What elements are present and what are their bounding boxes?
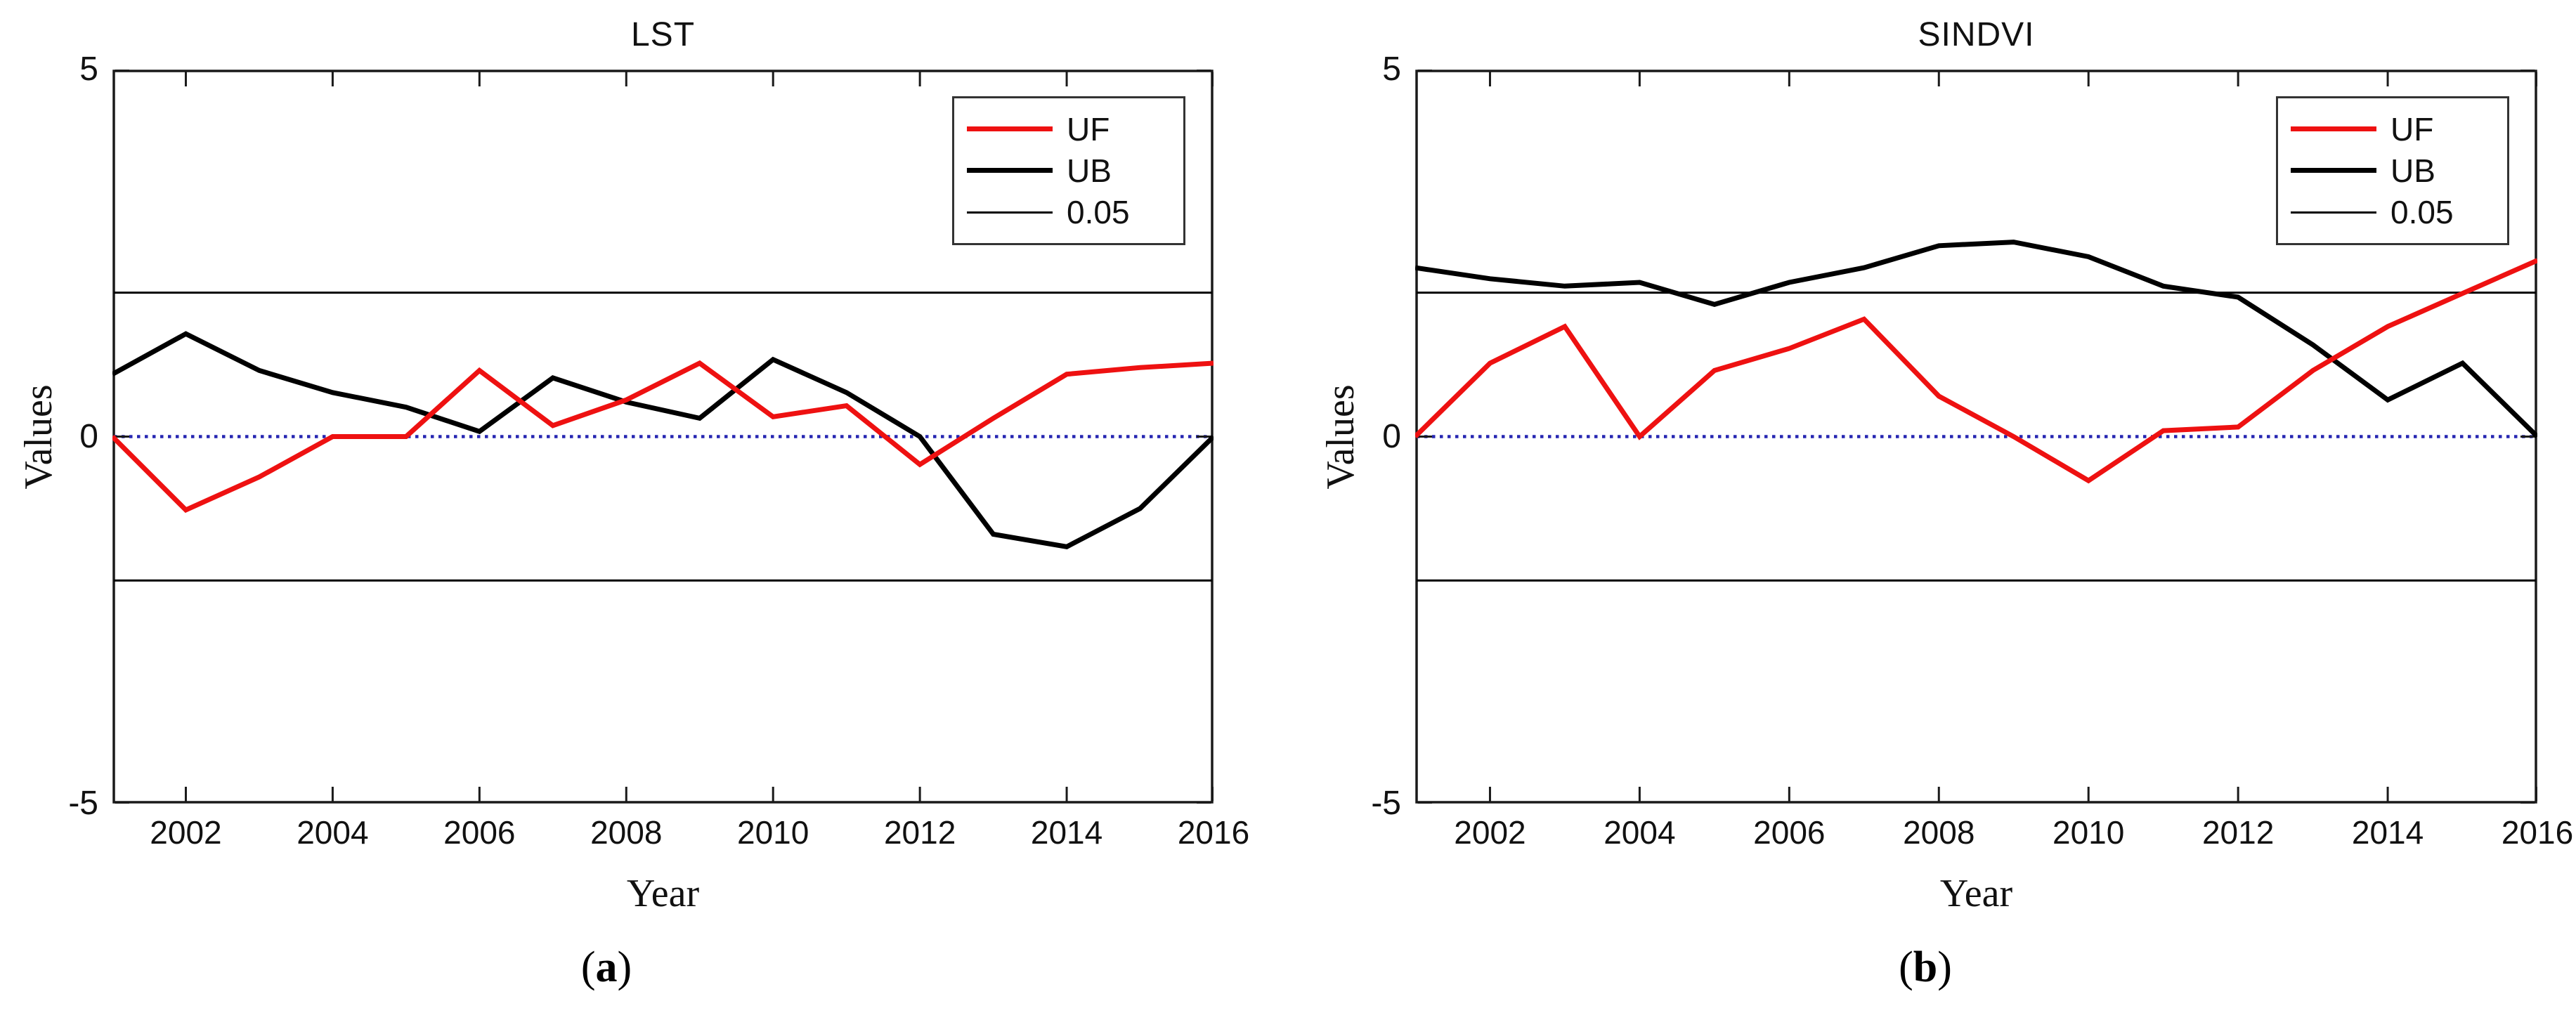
ub-curve xyxy=(112,331,1214,549)
uf-line-sample xyxy=(2291,126,2376,132)
caption-paren: ( xyxy=(1899,943,1913,991)
caption-paren: ) xyxy=(617,943,632,991)
ub-line-sample xyxy=(2291,168,2376,174)
legend-label-005: 0.05 xyxy=(2390,194,2454,231)
x-tick-label-2012: 2012 xyxy=(883,814,956,851)
y-tick-label-5: 5 xyxy=(1382,51,1401,88)
x-tick-label-2010: 2010 xyxy=(2053,814,2125,851)
x-tick-label-2016: 2016 xyxy=(2501,814,2574,851)
y-tick-label-5: 5 xyxy=(79,51,98,88)
legend-label-ub: UB xyxy=(1067,152,1112,189)
y-tick-label--5: -5 xyxy=(68,785,98,822)
subfigure-caption-a: (a) xyxy=(501,943,712,993)
legend-label-uf: UF xyxy=(1067,110,1110,148)
subfigure-caption-b: (b) xyxy=(1820,943,2031,993)
x-tick-label-2016: 2016 xyxy=(1177,814,1250,851)
plot-area-lst xyxy=(112,70,1214,804)
x-tick-label-2008: 2008 xyxy=(590,814,663,851)
x-axis-label-lst: Year xyxy=(626,872,700,915)
x-tick-label-2010: 2010 xyxy=(737,814,809,851)
caption-letter: a xyxy=(595,943,618,991)
caption-letter: b xyxy=(1913,943,1938,991)
ub-curve xyxy=(1415,240,2537,438)
x-tick-label-2008: 2008 xyxy=(1903,814,1975,851)
legend-item-uf: UF xyxy=(967,113,1171,145)
chart-title-sindvi: SINDVI xyxy=(1918,16,2035,53)
x-tick-label-2014: 2014 xyxy=(2351,814,2424,851)
legend-item-uf: UF xyxy=(2291,113,2494,145)
uf-curve xyxy=(112,360,1214,514)
uf-line-sample xyxy=(967,126,1053,132)
sig-line-sample xyxy=(967,211,1053,214)
ub-line-sample xyxy=(967,168,1053,174)
plot-area-sindvi xyxy=(1415,70,2537,804)
legend-item-005: 0.05 xyxy=(2291,196,2494,228)
legend-item-ub: UB xyxy=(967,155,1171,187)
x-tick-label-2006: 2006 xyxy=(1753,814,1826,851)
legend-item-ub: UB xyxy=(2291,155,2494,187)
x-tick-label-2004: 2004 xyxy=(297,814,369,851)
x-tick-label-2006: 2006 xyxy=(443,814,516,851)
x-tick-label-2012: 2012 xyxy=(2201,814,2275,851)
legend-box-lst: UF UB 0.05 xyxy=(952,96,1185,245)
x-tick-label-2002: 2002 xyxy=(1454,814,1526,851)
y-tick-label-0: 0 xyxy=(79,417,98,455)
y-tick-label-0: 0 xyxy=(1382,417,1401,455)
y-tick-label--5: -5 xyxy=(1371,785,1401,822)
legend-label-005: 0.05 xyxy=(1067,194,1130,231)
caption-paren: ) xyxy=(1937,943,1952,991)
legend-label-uf: UF xyxy=(2390,110,2434,148)
legend-item-005: 0.05 xyxy=(967,196,1171,228)
x-axis-label-sindvi: Year xyxy=(1939,872,2013,915)
legend-box-sindvi: UF UB 0.05 xyxy=(2276,96,2509,245)
x-tick-label-2014: 2014 xyxy=(1030,814,1103,851)
sig-line-sample xyxy=(2291,211,2376,214)
caption-paren: ( xyxy=(580,943,596,991)
x-tick-label-2002: 2002 xyxy=(150,814,222,851)
chart-title-lst: LST xyxy=(630,16,696,53)
legend-label-ub: UB xyxy=(2390,152,2435,189)
x-tick-label-2004: 2004 xyxy=(1604,814,1676,851)
uf-curve xyxy=(1415,258,2537,484)
